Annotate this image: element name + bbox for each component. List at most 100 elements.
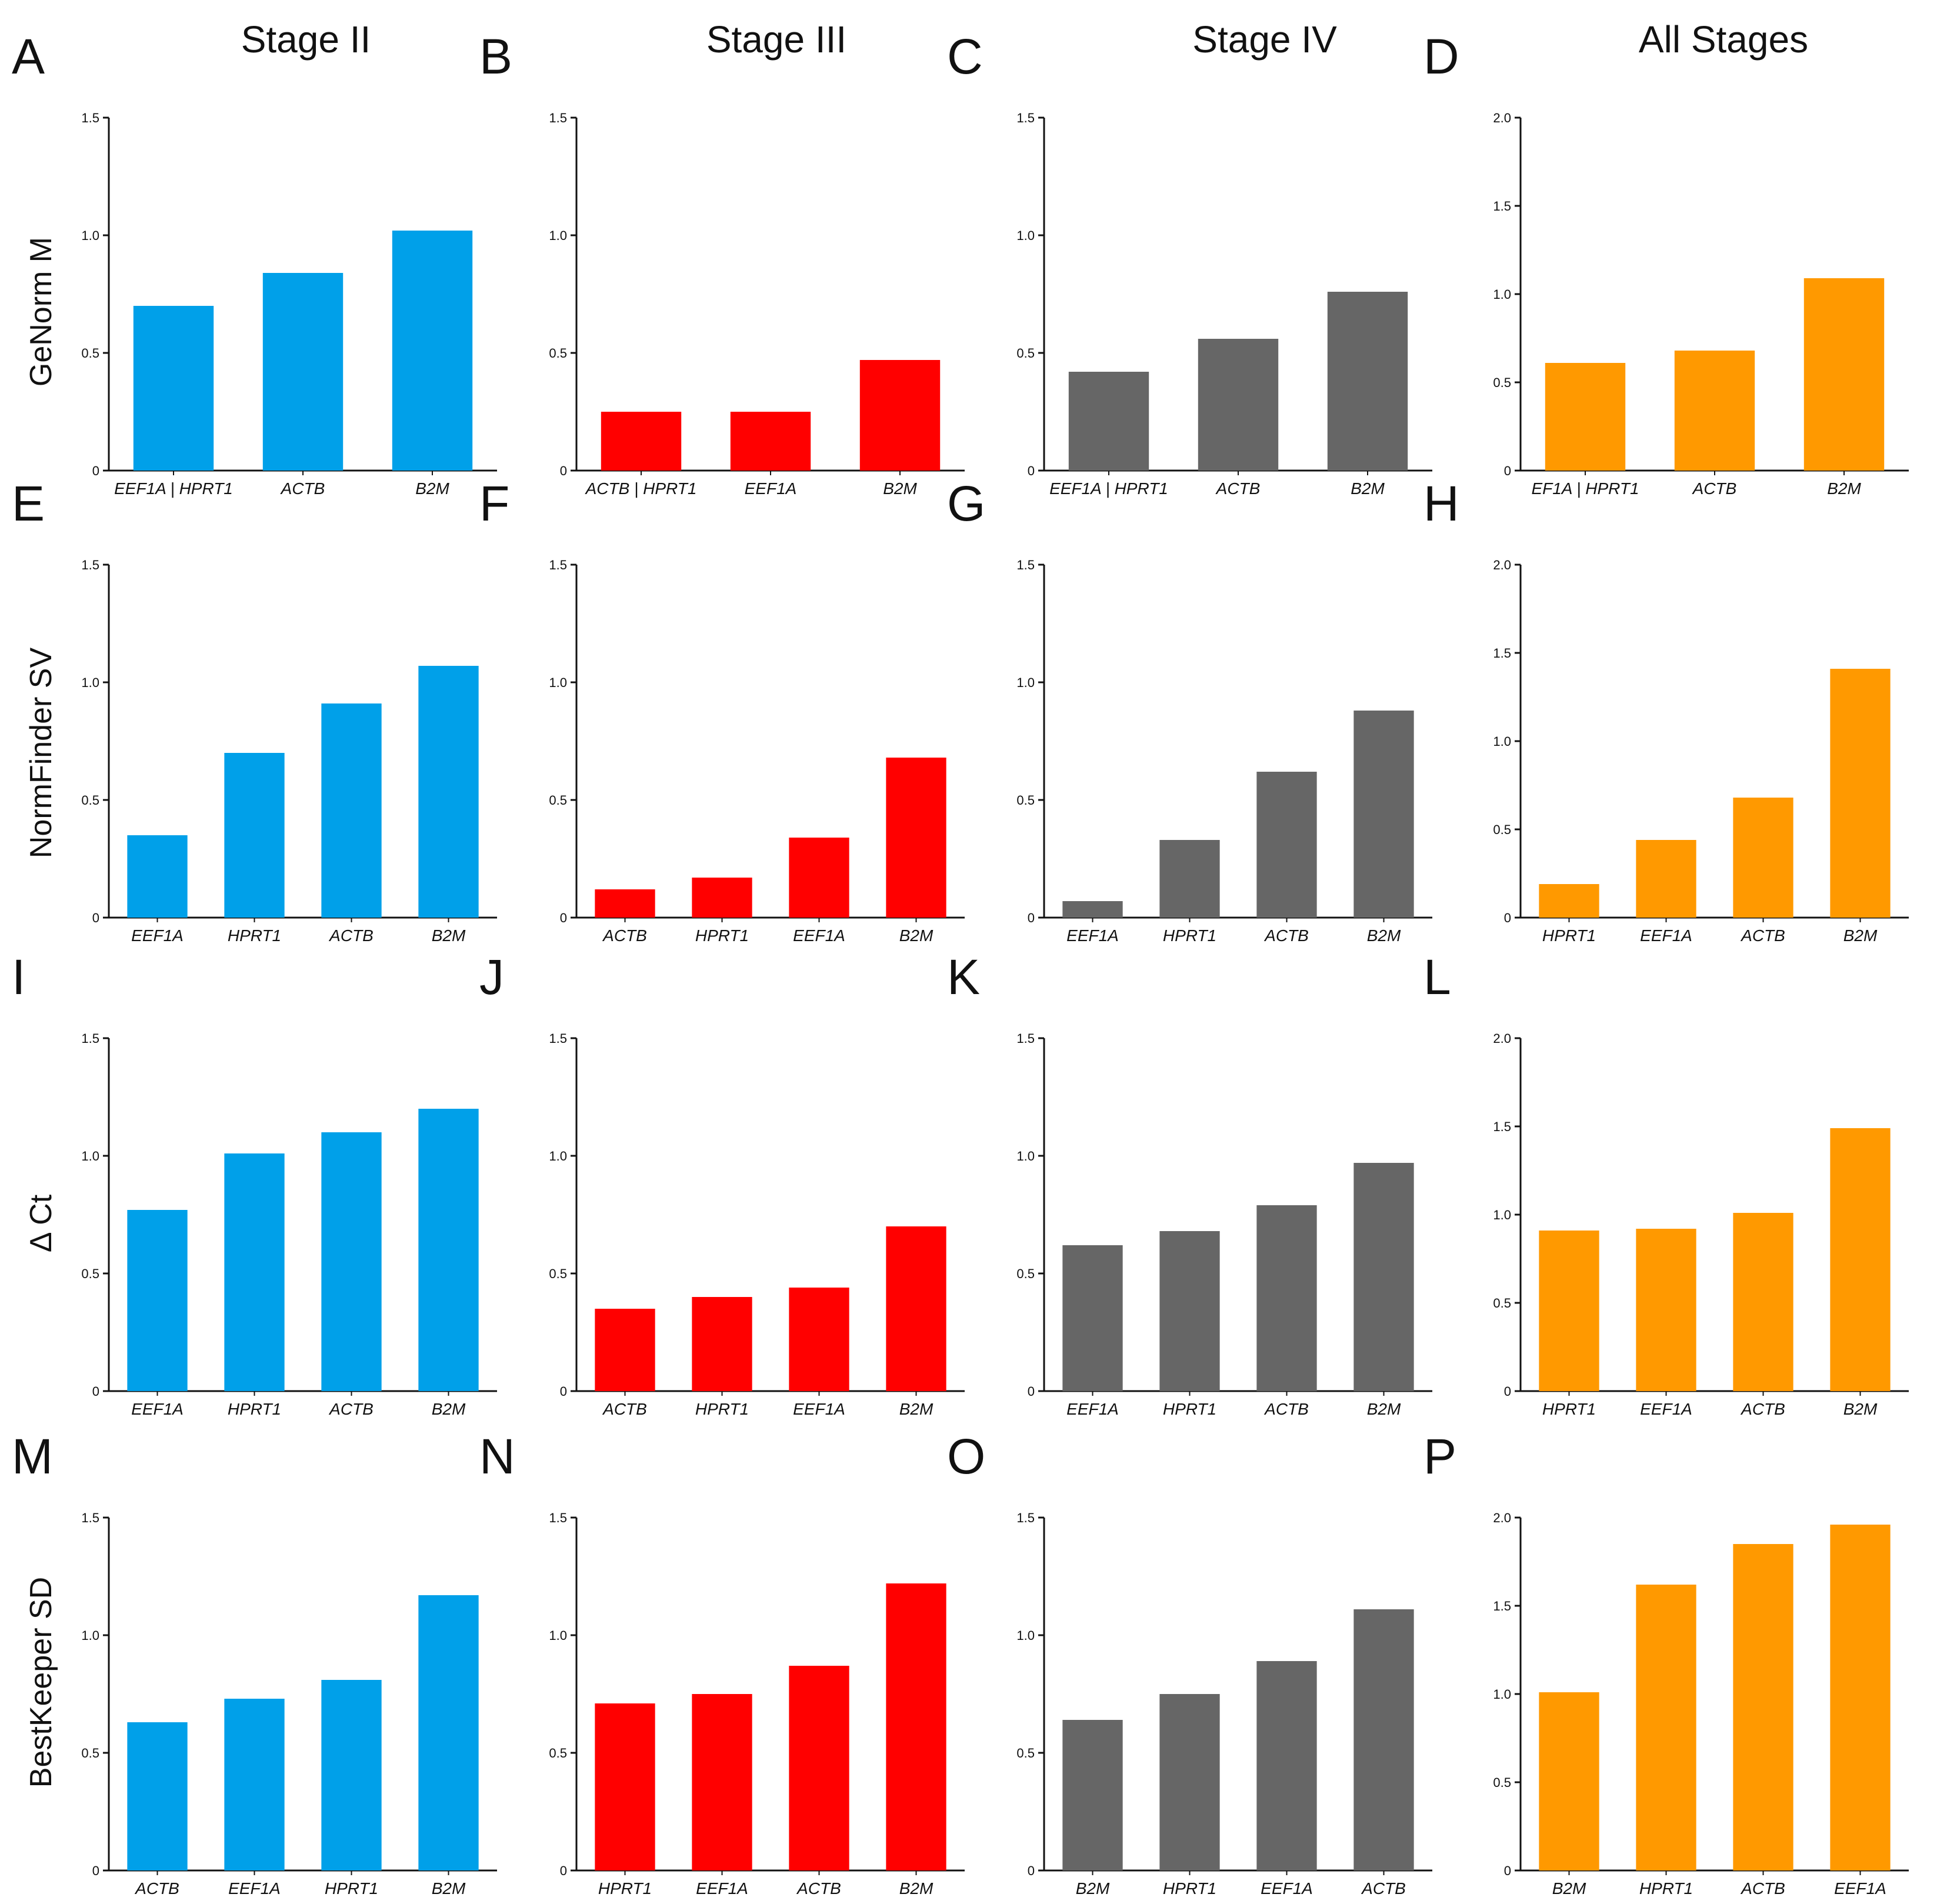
y-tick-label-m-0: 0 [92,1863,99,1878]
column-title-stage-ii: Stage II [241,18,371,61]
category-label-c-2: B2M [1351,479,1385,498]
panel-letter-m: M [12,1429,53,1484]
y-tick-label-p-0: 0 [1504,1863,1511,1878]
y-tick-label-j-2: 1.0 [549,1149,567,1163]
bar-o-1 [1159,1694,1220,1870]
bar-j-2 [789,1288,849,1391]
category-label-o-3: ACTB [1361,1879,1406,1898]
y-tick-label-f-3: 1.5 [549,558,567,572]
bar-p-1 [1636,1585,1696,1870]
bar-n-2 [789,1666,849,1870]
bar-m-2 [321,1680,382,1870]
bar-e-1 [224,753,285,918]
y-tick-label-c-3: 1.5 [1016,111,1035,125]
bar-c-2 [1327,292,1408,471]
y-tick-label-d-2: 1.0 [1493,287,1511,302]
y-tick-label-i-3: 1.5 [81,1031,99,1046]
bar-a-0 [133,306,214,471]
y-tick-label-e-0: 0 [92,911,99,925]
bar-j-0 [595,1309,655,1391]
category-label-l-1: EEF1A [1640,1400,1692,1418]
bar-k-0 [1062,1245,1123,1391]
category-label-c-0: EEF1A | HPRT1 [1049,479,1168,498]
y-tick-label-a-1: 0.5 [81,346,99,361]
bar-f-1 [692,878,752,918]
y-tick-label-g-2: 1.0 [1016,675,1035,690]
y-tick-label-m-1: 0.5 [81,1746,99,1760]
y-tick-label-k-0: 0 [1028,1384,1035,1399]
bar-p-2 [1733,1544,1793,1870]
y-tick-label-b-3: 1.5 [549,111,567,125]
bar-j-3 [886,1226,946,1391]
category-label-h-3: B2M [1843,926,1878,945]
category-label-p-0: B2M [1552,1879,1586,1898]
y-tick-label-f-1: 0.5 [549,793,567,808]
category-label-k-2: ACTB [1263,1400,1309,1418]
category-label-j-0: ACTB [602,1400,647,1418]
y-tick-label-a-3: 1.5 [81,111,99,125]
y-tick-label-h-1: 0.5 [1493,822,1511,837]
category-label-f-1: HPRT1 [695,926,749,945]
category-label-m-3: B2M [432,1879,466,1898]
y-tick-label-n-2: 1.0 [549,1628,567,1643]
bar-h-3 [1830,669,1891,918]
y-tick-label-k-2: 1.0 [1016,1149,1035,1163]
y-tick-label-b-2: 1.0 [549,228,567,243]
bar-i-3 [418,1109,479,1391]
bar-l-3 [1830,1128,1891,1391]
y-tick-label-l-4: 2.0 [1493,1031,1511,1046]
bar-g-3 [1353,711,1414,918]
bar-e-3 [418,666,479,918]
bar-g-0 [1062,901,1123,918]
y-tick-label-i-2: 1.0 [81,1149,99,1163]
category-label-b-1: EEF1A [745,479,797,498]
y-tick-label-n-1: 0.5 [549,1746,567,1760]
category-label-d-1: ACTB [1692,479,1737,498]
category-label-n-2: ACTB [796,1879,841,1898]
bar-n-1 [692,1694,752,1870]
panel-letter-e: E [12,476,45,531]
bar-d-2 [1803,278,1885,471]
y-tick-label-b-1: 0.5 [549,346,567,361]
y-tick-label-l-0: 0 [1504,1384,1511,1399]
bar-p-3 [1830,1525,1891,1870]
y-tick-label-p-2: 1.0 [1493,1687,1511,1702]
y-tick-label-l-3: 1.5 [1493,1119,1511,1134]
y-tick-label-h-4: 2.0 [1493,558,1511,572]
y-tick-label-i-0: 0 [92,1384,99,1399]
bar-m-3 [418,1595,479,1870]
bar-h-1 [1636,840,1696,918]
category-label-k-0: EEF1A [1066,1400,1119,1418]
y-tick-label-f-2: 1.0 [549,675,567,690]
y-tick-label-o-3: 1.5 [1016,1510,1035,1525]
y-tick-label-h-2: 1.0 [1493,734,1511,749]
bar-f-0 [595,889,655,918]
y-tick-label-k-3: 1.5 [1016,1031,1035,1046]
bar-i-1 [224,1153,285,1391]
panel-letter-h: H [1423,476,1459,531]
column-title-stage-iv: Stage IV [1192,18,1337,61]
panel-letter-k: K [947,949,980,1005]
bar-a-1 [262,273,344,471]
bar-p-0 [1539,1692,1599,1870]
bar-k-2 [1256,1205,1317,1391]
panel-letter-p: P [1423,1429,1456,1484]
category-label-o-1: HPRT1 [1163,1879,1216,1898]
category-label-k-3: B2M [1367,1400,1401,1418]
bar-b-2 [859,360,941,471]
category-label-b-2: B2M [883,479,917,498]
category-label-g-2: ACTB [1263,926,1309,945]
y-tick-label-d-1: 0.5 [1493,375,1511,390]
panel-letter-l: L [1423,949,1451,1005]
y-tick-label-j-3: 1.5 [549,1031,567,1046]
category-label-a-0: EEF1A | HPRT1 [114,479,233,498]
category-label-i-3: B2M [432,1400,466,1418]
y-tick-label-g-1: 0.5 [1016,793,1035,808]
panel-letter-g: G [947,476,985,531]
category-label-g-0: EEF1A [1066,926,1119,945]
bar-h-0 [1539,884,1599,918]
bar-m-0 [127,1722,188,1870]
y-tick-label-e-3: 1.5 [81,558,99,572]
category-label-f-0: ACTB [602,926,647,945]
y-tick-label-g-3: 1.5 [1016,558,1035,572]
